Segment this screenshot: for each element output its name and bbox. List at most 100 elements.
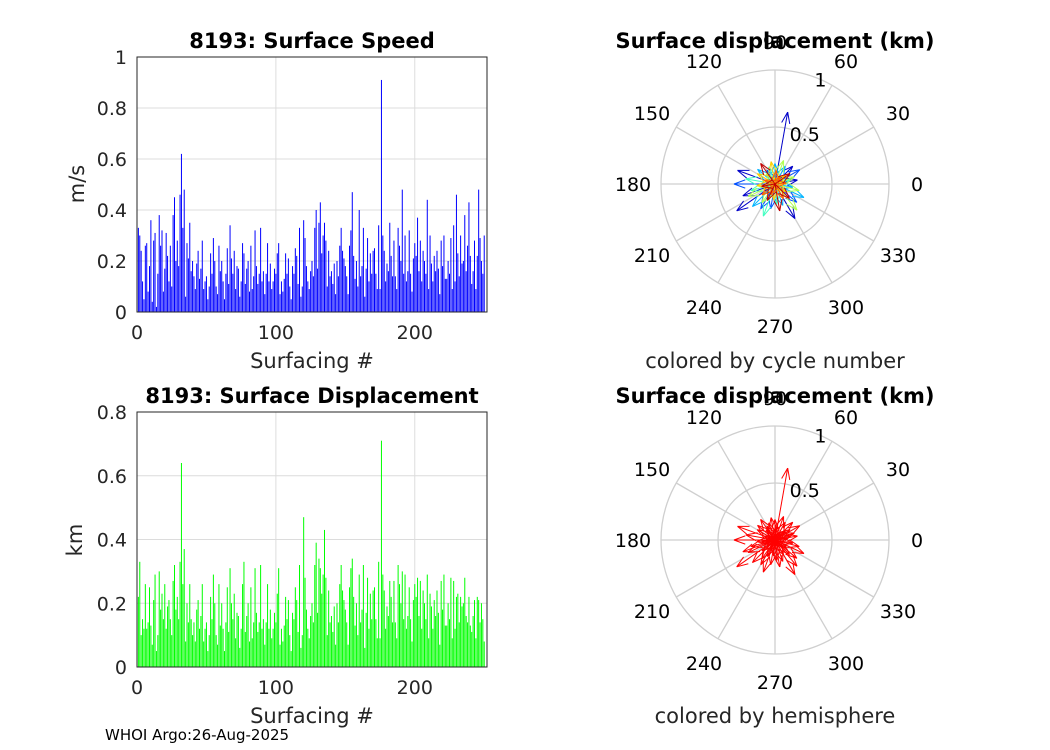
bar: [374, 248, 375, 312]
bar: [411, 641, 413, 667]
vector-arrowhead: [750, 545, 763, 549]
bar: [299, 227, 300, 312]
bar: [387, 271, 389, 312]
bar: [468, 596, 470, 667]
bar: [274, 268, 275, 312]
bar: [218, 245, 220, 312]
bar: [180, 153, 182, 312]
speed-axes-box: [136, 56, 488, 313]
bar: [424, 261, 425, 312]
x-tick-label: 0: [131, 322, 143, 344]
bar: [157, 635, 159, 667]
bar: [440, 580, 442, 667]
bar: [403, 619, 405, 667]
polar-angle-label: 240: [686, 297, 722, 319]
bar: [282, 291, 284, 312]
bar: [364, 647, 366, 667]
bar: [253, 276, 255, 312]
bar: [414, 584, 416, 667]
bar: [424, 603, 425, 667]
bar: [379, 289, 381, 312]
bar: [289, 286, 291, 312]
bar: [232, 619, 234, 667]
bar: [197, 250, 199, 312]
bar: [292, 612, 294, 667]
bar: [139, 561, 141, 667]
bar: [354, 278, 356, 312]
bar: [289, 635, 291, 667]
bar: [311, 261, 313, 312]
bar: [457, 593, 459, 667]
y-tick-label: 0: [115, 302, 127, 324]
bar: [339, 245, 341, 312]
vector-arrowhead: [768, 161, 772, 174]
bar: [201, 584, 203, 667]
bar: [224, 651, 225, 667]
vector-arrowhead: [736, 563, 749, 568]
bar: [332, 631, 334, 667]
bar: [385, 628, 387, 667]
polar-angle-label: 90: [763, 32, 787, 54]
bar: [292, 266, 294, 312]
displacement-vector: [736, 183, 776, 212]
bar: [187, 622, 189, 667]
bar: [480, 603, 482, 667]
bar: [368, 281, 370, 312]
vector-arrowhead: [748, 194, 761, 198]
displacement-vector: [761, 183, 776, 187]
bar: [161, 593, 163, 667]
bar: [190, 271, 192, 312]
vector-arrowhead: [737, 525, 748, 535]
bar: [250, 245, 252, 312]
bar: [229, 568, 231, 667]
bar: [215, 635, 217, 667]
bar: [418, 616, 420, 667]
bar: [165, 232, 167, 312]
bar: [412, 600, 414, 667]
bar: [335, 294, 337, 312]
bar: [164, 584, 166, 667]
bar: [393, 240, 395, 312]
bar: [354, 625, 356, 667]
vector-arrowhead: [745, 534, 757, 542]
bar: [300, 647, 302, 667]
bar: [264, 644, 266, 667]
bar: [482, 273, 484, 312]
bar: [275, 273, 277, 312]
bar: [297, 631, 299, 667]
bar: [296, 600, 298, 667]
bar: [443, 574, 445, 667]
bar: [410, 619, 412, 667]
bar: [415, 255, 417, 312]
bar: [257, 631, 259, 667]
bar: [324, 529, 325, 667]
vector-arrowhead: [792, 198, 798, 211]
bar: [353, 596, 355, 667]
bar: [375, 619, 377, 667]
bar: [467, 622, 469, 667]
bar: [200, 616, 202, 667]
bar: [405, 281, 407, 312]
polar-hemisphere-caption: colored by hemisphere: [655, 704, 896, 728]
vector-arrowhead: [742, 543, 753, 553]
polar-spoke: [774, 183, 875, 242]
bar: [237, 268, 239, 312]
bar: [186, 603, 188, 667]
bar: [419, 580, 421, 667]
bar: [425, 619, 427, 667]
bar: [357, 635, 359, 667]
bar: [351, 192, 353, 312]
bar: [285, 253, 287, 312]
displacement-vector: [761, 539, 776, 543]
bar: [472, 616, 474, 667]
bar: [408, 587, 410, 667]
bar: [314, 565, 316, 667]
bar: [193, 276, 195, 312]
bar: [161, 230, 163, 312]
vector-arrowhead: [748, 550, 761, 554]
bar: [340, 227, 342, 312]
polar-angle-label: 60: [834, 51, 858, 73]
polar-cycle-caption: colored by cycle number: [645, 349, 905, 373]
bar: [446, 625, 448, 667]
polar-cycle-title: Surface displacement (km): [615, 29, 934, 53]
